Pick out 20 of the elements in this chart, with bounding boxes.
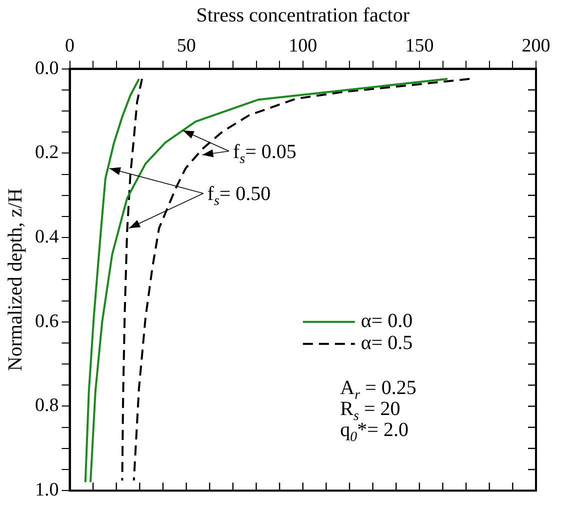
y-tick-label: 0.2 bbox=[35, 142, 59, 164]
y-tick-label: 0.8 bbox=[35, 395, 59, 416]
line-series bbox=[132, 78, 471, 482]
legend-label: α= 0.0 bbox=[360, 310, 413, 332]
legend-label: α= 0.5 bbox=[360, 332, 413, 354]
x-tick-label: 50 bbox=[176, 35, 196, 56]
annotation: q$_{0}$*= 2.0 bbox=[340, 419, 408, 446]
annotation: f$_{s}$= 0.50 bbox=[207, 183, 271, 210]
annotation: f$_{s}$= 0.05 bbox=[232, 141, 296, 168]
line-series bbox=[121, 78, 144, 482]
y-axis-title: Normalized depth, z/H bbox=[4, 188, 26, 372]
y-tick-label: 0.0 bbox=[35, 58, 59, 79]
x-tick-label: 100 bbox=[288, 35, 318, 56]
x-axis-title: Stress concentration factor bbox=[196, 4, 410, 26]
y-tick-label: 1.0 bbox=[35, 480, 59, 501]
x-tick-label: 150 bbox=[405, 35, 434, 56]
y-tick-label: 0.4 bbox=[35, 226, 60, 248]
y-tick-label: 0.6 bbox=[35, 310, 59, 332]
x-tick-label: 200 bbox=[522, 35, 550, 56]
x-tick-label: 0 bbox=[65, 35, 74, 56]
